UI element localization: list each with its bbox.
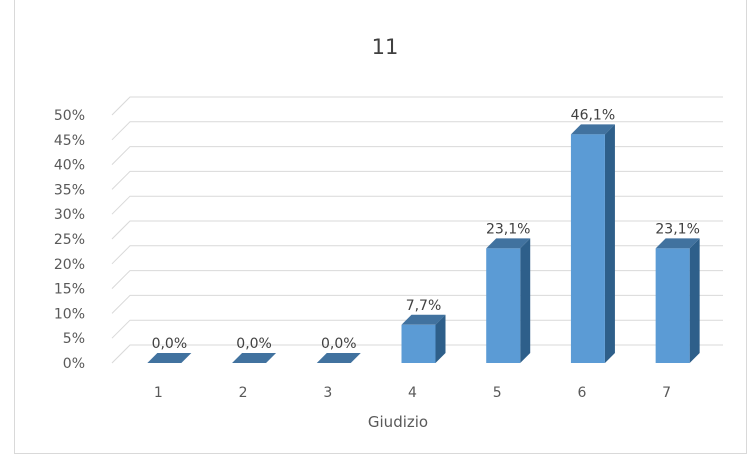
y-tick-label: 35% — [54, 182, 85, 198]
bar-front — [655, 248, 690, 363]
bar-top — [401, 314, 446, 325]
chart-svg: 0%5%10%15%20%25%30%35%40%45%50% 0,0% 0,0%… — [54, 35, 723, 431]
data-label: 0,0% — [321, 336, 357, 352]
gridline — [111, 220, 723, 240]
bar — [486, 238, 531, 363]
gridline — [111, 146, 723, 165]
bar-top — [316, 353, 361, 363]
data-label: 0,0% — [236, 336, 272, 352]
chart-title: 11 — [372, 35, 399, 59]
x-axis-title: Giudizio — [368, 413, 428, 431]
bar-side — [604, 124, 615, 364]
x-axis-ticks: 1 2 3 4 5 6 7 — [154, 385, 671, 401]
bar-top — [486, 238, 531, 249]
bars — [147, 124, 700, 364]
x-tick-label: 6 — [577, 385, 586, 401]
x-tick-label: 2 — [239, 385, 248, 401]
data-label: 0,0% — [152, 336, 188, 352]
gridline — [111, 121, 723, 141]
bar-top — [147, 353, 192, 363]
data-label: 7,7% — [406, 298, 442, 314]
bar — [655, 238, 700, 363]
y-tick-label: 15% — [54, 282, 85, 298]
bar-side — [689, 238, 700, 363]
x-tick-label: 3 — [323, 385, 332, 401]
y-tick-label: 30% — [54, 207, 85, 223]
data-label: 46,1% — [571, 107, 615, 123]
x-tick-label: 7 — [662, 385, 671, 401]
bar-front — [570, 134, 605, 363]
gridline — [111, 245, 723, 265]
y-tick-label: 25% — [54, 232, 85, 248]
y-tick-label: 20% — [54, 257, 85, 273]
x-tick-label: 5 — [493, 385, 502, 401]
bar-top — [655, 238, 700, 249]
x-tick-label: 1 — [154, 385, 163, 401]
y-tick-label: 10% — [54, 306, 85, 322]
data-labels: 0,0% 0,0% 0,0% 7,7% 23,1% 46,1% 23,1% — [152, 107, 700, 352]
bar-top — [232, 353, 277, 363]
gridline — [111, 270, 723, 289]
chart-area: 0% 5% 10% 15% 20% 25% 30% 35% 40% 45% 50% 0,0% 0,0%… — [14, 0, 747, 454]
data-label: 23,1% — [655, 221, 699, 237]
y-tick-label: 5% — [63, 331, 85, 347]
gridline — [111, 170, 723, 190]
bar-top — [570, 124, 615, 135]
gridline — [111, 96, 723, 116]
bar-side — [435, 314, 446, 363]
bar — [147, 353, 192, 363]
y-axis-ticks: 0% 5% 10% 15% 20% 25% 30% 35% 40% 45% 50% — [54, 108, 85, 372]
bar — [570, 124, 615, 364]
y-tick-label: 40% — [54, 158, 85, 174]
data-label: 23,1% — [486, 221, 530, 237]
bar-side — [520, 238, 531, 363]
bar — [316, 353, 361, 363]
bar — [232, 353, 277, 363]
gridline — [111, 195, 723, 215]
gridlines — [111, 96, 723, 364]
x-tick-label: 4 — [408, 385, 417, 401]
y-tick-label: 50% — [54, 108, 85, 124]
y-tick-label: 0% — [63, 356, 85, 372]
y-tick-label: 45% — [54, 133, 85, 149]
bar-front — [401, 324, 436, 363]
bar — [401, 314, 446, 363]
bar-front — [486, 248, 521, 363]
